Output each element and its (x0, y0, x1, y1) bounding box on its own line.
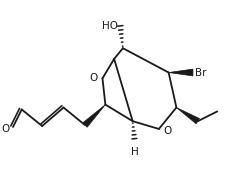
Text: O: O (2, 124, 10, 134)
Text: O: O (164, 126, 172, 136)
Text: HO: HO (102, 21, 118, 31)
Polygon shape (176, 108, 199, 124)
Polygon shape (169, 69, 193, 76)
Text: O: O (89, 73, 98, 83)
Text: Br: Br (195, 68, 206, 78)
Polygon shape (83, 105, 105, 127)
Text: H: H (131, 147, 138, 157)
